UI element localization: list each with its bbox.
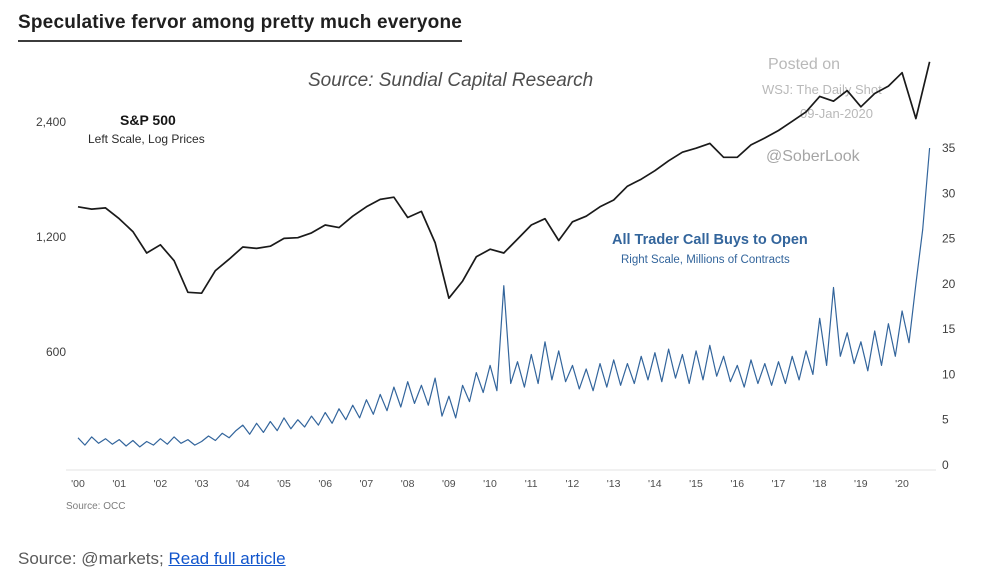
right-axis-tick-label: 10 xyxy=(942,367,956,381)
x-axis-tick-label: '01 xyxy=(112,478,126,490)
x-axis-tick-label: '07 xyxy=(360,478,374,490)
x-axis-tick-label: '12 xyxy=(566,478,580,490)
x-axis-tick-label: '05 xyxy=(277,478,291,490)
x-axis-tick-label: '08 xyxy=(401,478,415,490)
x-axis-tick-label: '03 xyxy=(195,478,209,490)
watermark-wsj-dailyshot: WSJ: The Daily Shot xyxy=(762,82,882,97)
right-axis-tick-label: 25 xyxy=(942,232,956,246)
watermark-date: 09-Jan-2020 xyxy=(800,106,873,121)
x-axis-tick-label: '16 xyxy=(730,478,744,490)
x-axis-tick-label: '00 xyxy=(71,478,85,490)
read-full-article-link[interactable]: Read full article xyxy=(168,549,286,568)
right-axis-tick-label: 15 xyxy=(942,322,956,336)
footer-caption: Source: @markets; Read full article xyxy=(18,549,286,569)
series-line-sp500 xyxy=(77,61,931,300)
x-axis-tick-label: '19 xyxy=(854,478,868,490)
x-axis-tick-label: '13 xyxy=(607,478,621,490)
x-axis-tick-label: '18 xyxy=(813,478,827,490)
sp500-series-sublabel: Left Scale, Log Prices xyxy=(88,132,205,146)
x-axis-tick-label: '15 xyxy=(689,478,703,490)
right-axis-tick-label: 30 xyxy=(942,186,956,200)
calls-series-sublabel: Right Scale, Millions of Contracts xyxy=(621,254,790,266)
x-axis-tick-label: '14 xyxy=(648,478,662,490)
x-axis-tick-label: '20 xyxy=(895,478,909,490)
x-axis-tick-label: '04 xyxy=(236,478,250,490)
left-axis-tick-label: 2,400 xyxy=(36,115,66,129)
chart-title: Speculative fervor among pretty much eve… xyxy=(18,12,463,42)
calls-series-label: All Trader Call Buys to Open xyxy=(612,232,808,248)
x-axis-tick-label: '10 xyxy=(483,478,497,490)
right-axis-tick-label: 5 xyxy=(942,413,949,427)
left-axis-tick-label: 600 xyxy=(46,345,66,359)
watermark-soberlook: @SoberLook xyxy=(766,148,860,165)
right-axis-tick-label: 0 xyxy=(942,458,949,472)
x-axis-tick-label: '11 xyxy=(525,478,538,490)
left-axis-tick-label: 1,200 xyxy=(36,230,66,244)
footer-source-text: Source: @markets; xyxy=(18,549,169,568)
x-axis-tick-label: '17 xyxy=(772,478,786,490)
chart-area: Speculative fervor among pretty much eve… xyxy=(18,12,956,512)
x-axis-tick-label: '02 xyxy=(154,478,168,490)
x-axis-tick-label: '09 xyxy=(442,478,456,490)
occ-source-label: Source: OCC xyxy=(66,501,126,512)
right-axis-tick-label: 35 xyxy=(942,141,956,155)
watermark-posted-on: Posted on xyxy=(768,56,841,73)
right-axis-tick-label: 20 xyxy=(942,277,956,291)
sp500-series-label: S&P 500 xyxy=(120,112,176,128)
series-line-call-buys xyxy=(77,147,931,448)
x-axis-tick-label: '06 xyxy=(318,478,332,490)
chart-source-label: Source: Sundial Capital Research xyxy=(308,70,594,91)
